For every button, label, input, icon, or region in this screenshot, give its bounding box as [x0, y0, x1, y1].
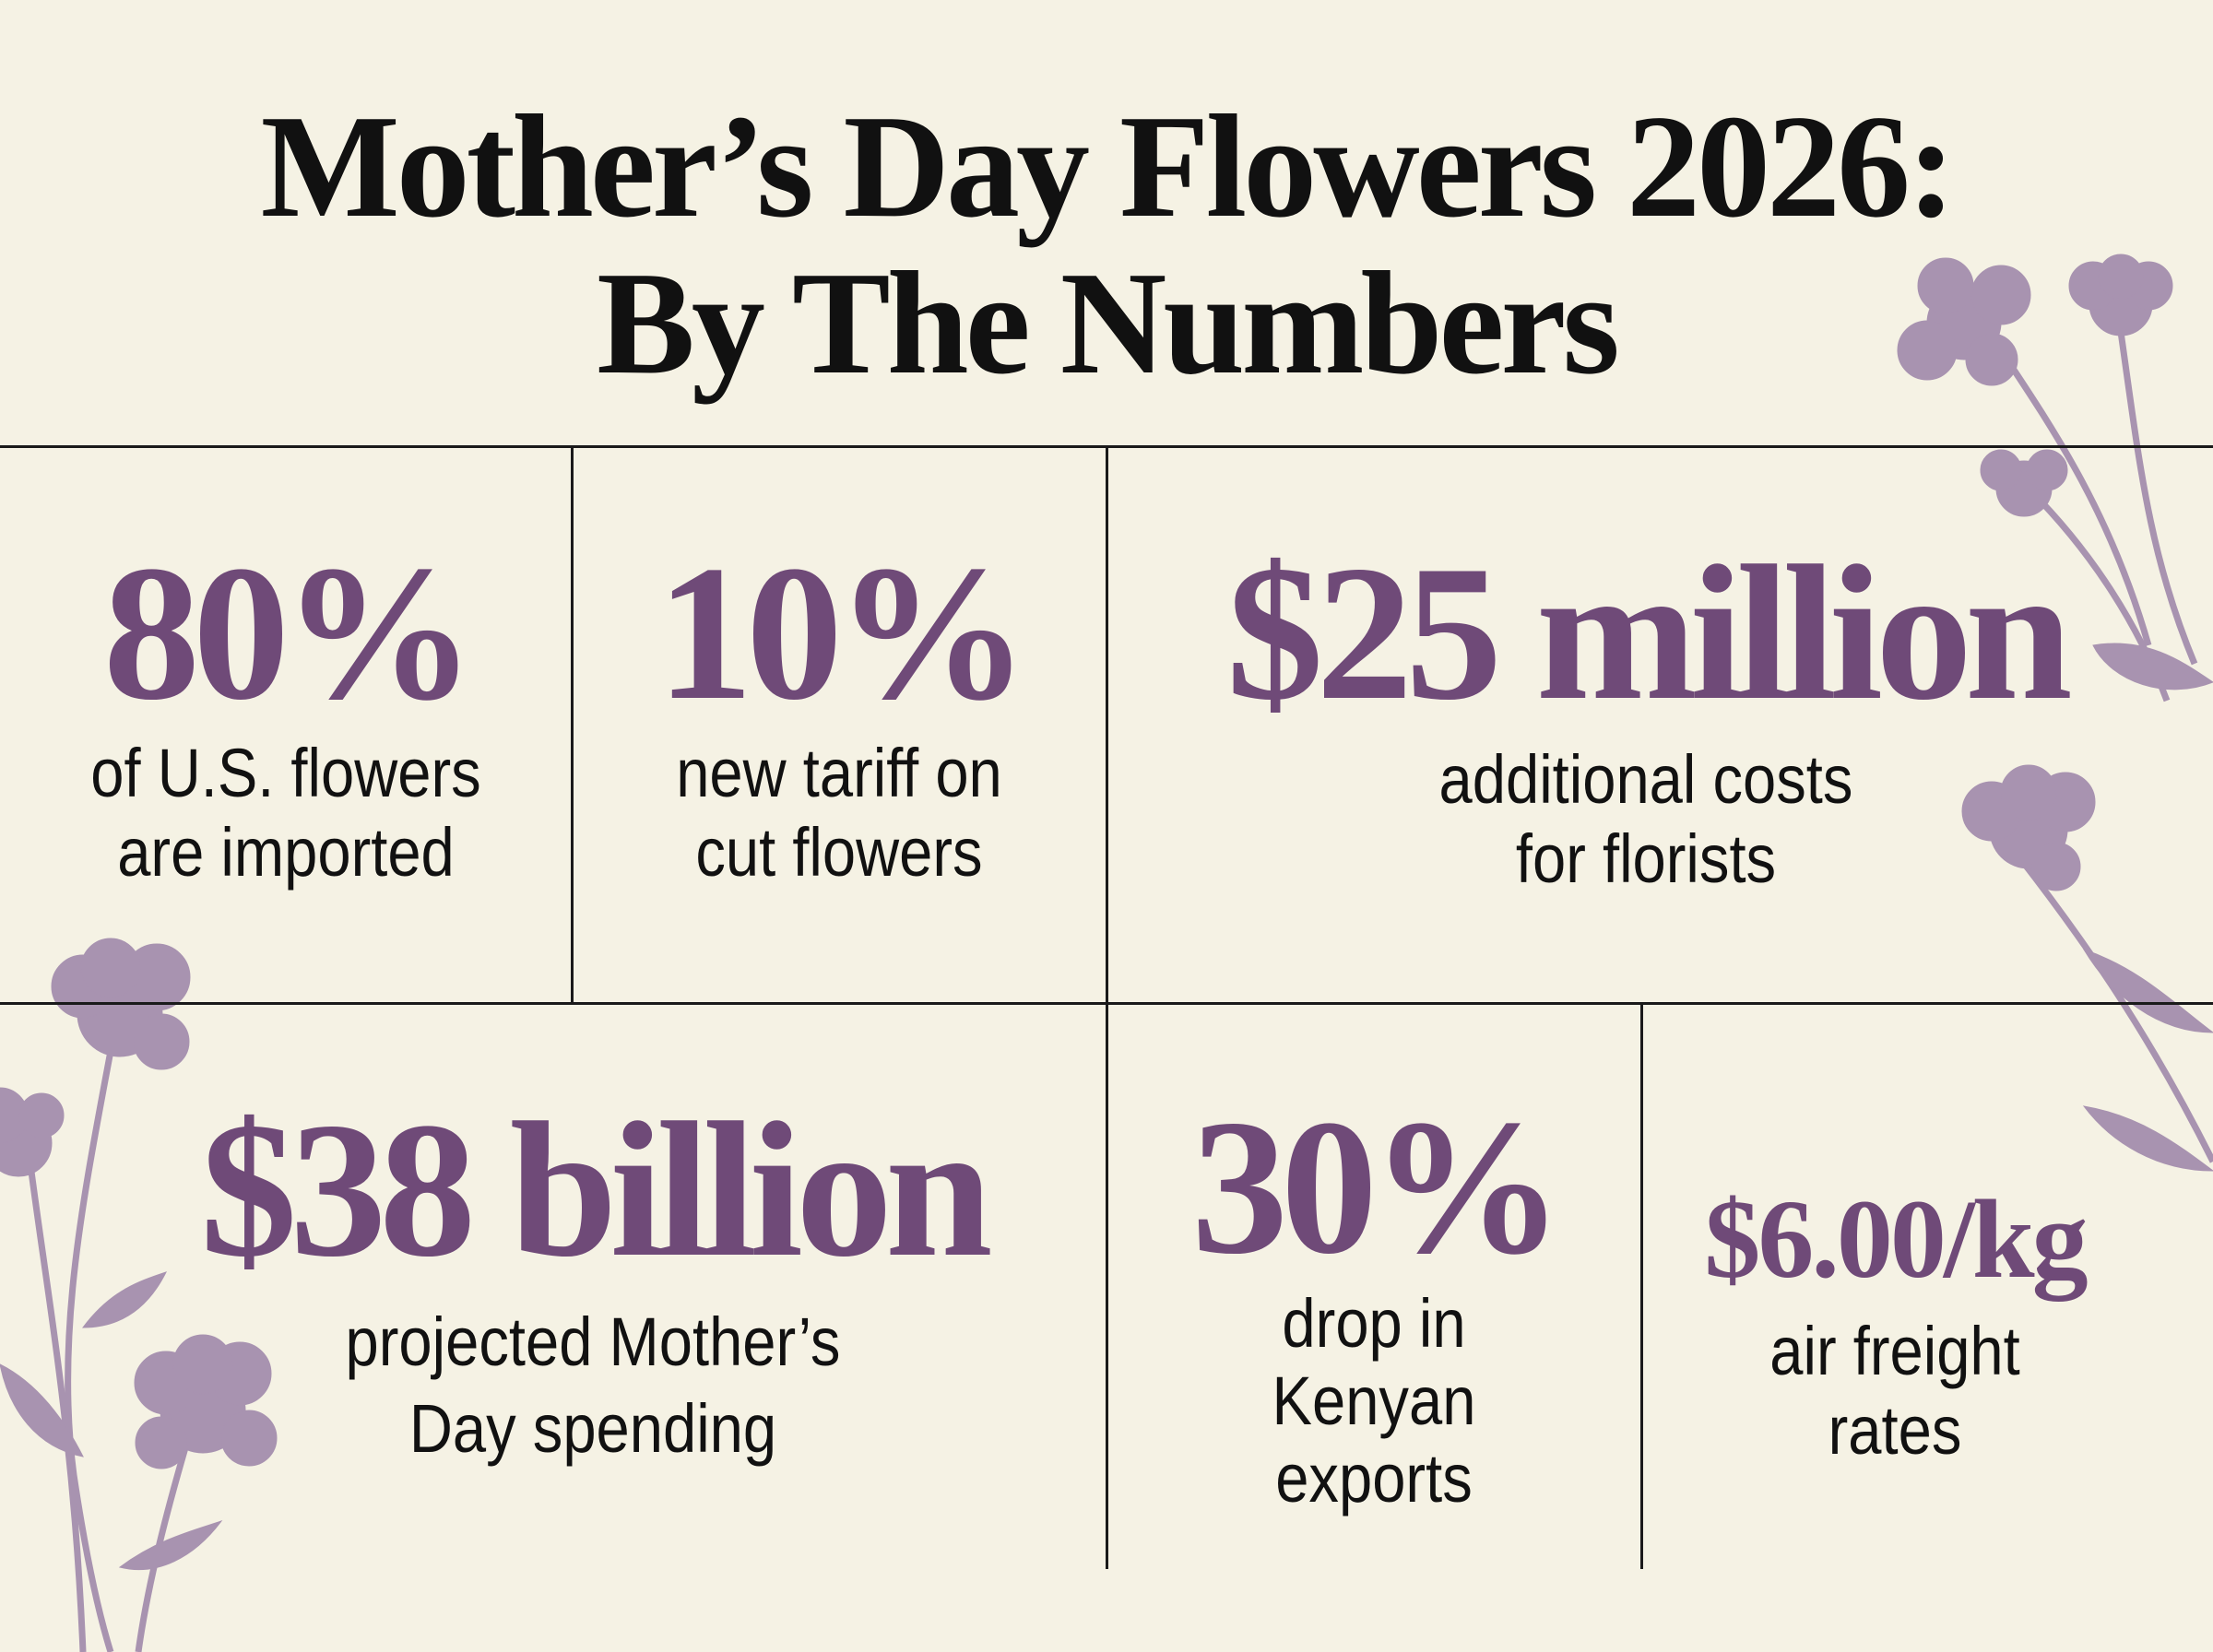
stat-label: new tariff on cut flowers [604, 739, 1074, 898]
stat-label-line: are imported [117, 814, 455, 891]
stat-label: additional costs for florists [1171, 746, 2121, 904]
divider [571, 446, 574, 1003]
leaf-icon [2082, 949, 2213, 1033]
stat-label-line: additional costs [1438, 741, 1853, 818]
stat-label-line: exports [1275, 1440, 1473, 1516]
divider [1106, 446, 1108, 1569]
stat-label-line: Kenyan [1272, 1363, 1476, 1439]
flower-icon [1980, 449, 2068, 517]
leaf-icon [2082, 1105, 2213, 1172]
stat-label: drop in Kenyan exports [1139, 1290, 1609, 1522]
stat-label-line: air freight [1769, 1313, 2020, 1389]
page-title-line-1: Mother’s Day Flowers 2026: [260, 84, 1957, 248]
stat-label-line: new tariff on [676, 735, 1002, 811]
stat-label: of U.S. flowers are imported [6, 739, 565, 898]
stat-value: $38 billion [200, 1083, 992, 1297]
stat-label-line: of U.S. flowers [90, 735, 481, 811]
stat-value: $6.00/kg [1704, 1177, 2088, 1302]
stat-label-line: drop in [1282, 1285, 1466, 1362]
stat-label-line: cut flowers [695, 814, 983, 891]
divider [1640, 1003, 1643, 1569]
stat-label-line: for florists [1515, 820, 1777, 897]
stat-value: $25 million [1226, 526, 2073, 740]
page-title-line-2: By The Numbers [597, 241, 1620, 405]
stat-label-line: rates [1828, 1392, 1962, 1469]
leaf-icon [118, 1520, 223, 1571]
stat-value: 80% [103, 526, 476, 740]
stat-label: air freight rates [1672, 1317, 2118, 1476]
stat-value: 10% [657, 526, 1029, 740]
stat-label: projected Mother’s Day spending [71, 1308, 1115, 1481]
stat-label-line: Day spending [408, 1390, 777, 1467]
stat-label-line: projected Mother’s [345, 1304, 841, 1380]
stat-value: 30% [1191, 1080, 1564, 1294]
